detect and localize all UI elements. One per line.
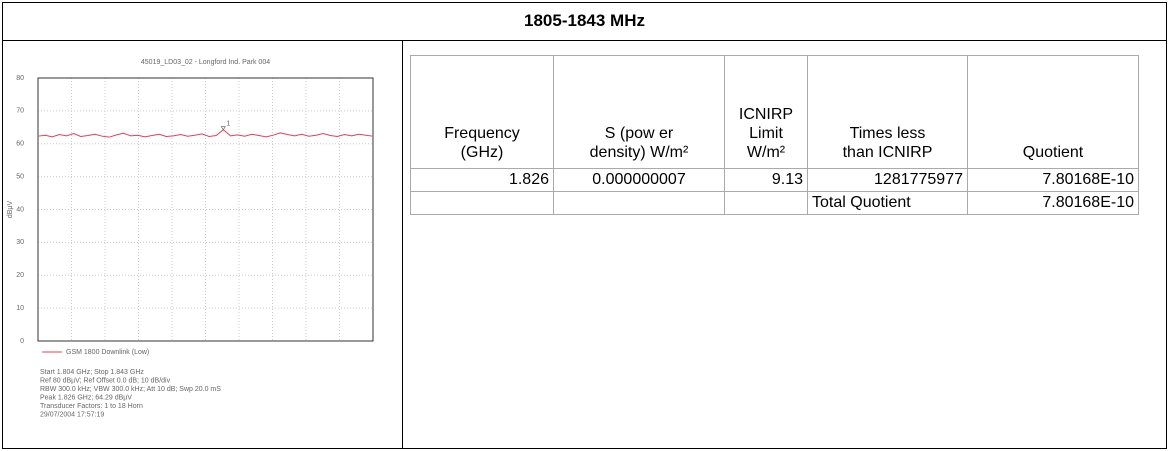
- peak-marker: [220, 126, 226, 131]
- info-line: 29/07/2004 17:57:19: [40, 411, 104, 418]
- title: 1805-1843 MHz: [2, 2, 1167, 41]
- y-axis-label: dBµV: [7, 201, 14, 219]
- y-tick-label: 60: [16, 141, 24, 148]
- y-tick-label: 30: [16, 239, 24, 246]
- y-tick-label: 0: [20, 338, 24, 345]
- plot-frame: [37, 77, 374, 342]
- y-tick-label: 70: [16, 108, 24, 115]
- header-line: Limit: [749, 125, 783, 142]
- header-line: Times less: [849, 125, 926, 142]
- header-line: Quotient: [1022, 144, 1084, 161]
- table-cell: [724, 191, 808, 215]
- header-line: Frequency: [444, 125, 520, 142]
- marker-label: 1: [226, 120, 230, 127]
- table-cell: 9.13: [724, 168, 808, 192]
- table-cell: [410, 191, 554, 215]
- table-cell: [553, 191, 725, 215]
- table-cell: 7.80168E-10: [967, 168, 1139, 192]
- header-cell: Frequency (GHz): [410, 55, 554, 169]
- table-cell: Total Quotient: [807, 191, 968, 215]
- info-line: Transducer Factors: 1 to 18 Horn: [40, 403, 143, 410]
- table-cell: 1.826: [410, 168, 554, 192]
- trace: [37, 128, 374, 138]
- table-cell: 1281775977: [807, 168, 968, 192]
- spectrum-chart: 45019_LD03_02 - Longford Ind. Park 004 dB…: [7, 59, 374, 418]
- table-cell: 0.000000007: [553, 168, 725, 192]
- legend-label: GSM 1800 Downlink (Low): [66, 349, 149, 356]
- y-tick-label: 20: [16, 272, 24, 279]
- header-cell: ICNIRP Limit W/m²: [724, 55, 808, 169]
- header-cell: Times less than ICNIRP: [807, 55, 968, 169]
- header-line: ICNIRP: [738, 106, 794, 123]
- header-cell: S (pow er density) W/m²: [553, 55, 725, 169]
- table: Frequency (GHz) S (pow er density) W/m² ICNI…: [410, 55, 1139, 215]
- header-line: W/m²: [746, 144, 786, 161]
- header-cell: Quotient: [967, 55, 1139, 169]
- info-line: Start 1.804 GHz; Stop 1.843 GHz: [40, 369, 144, 376]
- info-line: Ref 80 dBµV; Ref Offset 0.0 dB; 10 dB/di…: [40, 377, 171, 384]
- table-row: Total Quotient 7.80168E-10: [410, 191, 1139, 215]
- table-body: 1.826 0.000000007 9.13 1281775977 7.80168E-1…: [410, 168, 1139, 215]
- chart-title: 45019_LD03_02 - Longford Ind. Park 004: [141, 59, 270, 66]
- y-tick-label: 80: [16, 75, 24, 82]
- divider: [402, 40, 403, 449]
- header-row: Frequency (GHz) S (pow er density) W/m² ICNI…: [410, 55, 1139, 169]
- info-line: Peak 1.826 GHz; 64.29 dBµV: [40, 394, 132, 401]
- header-line: S (pow er: [604, 125, 674, 142]
- y-tick-label: 10: [16, 305, 24, 312]
- y-tick-label: 40: [16, 206, 24, 213]
- y-tick-label: 50: [16, 173, 24, 180]
- table-row: 1.826 0.000000007 9.13 1281775977 7.80168E-1…: [410, 168, 1139, 192]
- header-line: density) W/m²: [589, 144, 689, 161]
- header-line: (GHz): [460, 144, 504, 161]
- info-line: RBW 300.0 kHz; VBW 300.0 kHz; Att 10 dB;…: [40, 386, 221, 393]
- table-cell: 7.80168E-10: [967, 191, 1139, 215]
- header-line: than ICNIRP: [842, 144, 933, 161]
